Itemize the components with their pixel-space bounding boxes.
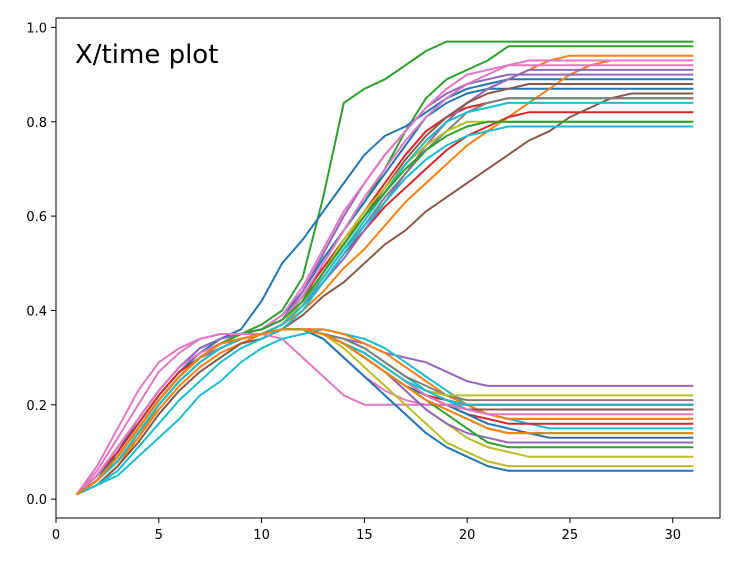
x-tick-label: 5 <box>155 528 163 543</box>
y-tick-label: 0.4 <box>26 304 47 319</box>
chart-title: X/time plot <box>75 40 218 70</box>
x-tick-label: 25 <box>562 528 579 543</box>
series-line-17 <box>76 125 694 496</box>
x-axis: 0 5 10 15 20 25 30 <box>52 518 681 543</box>
y-tick-label: 0.2 <box>26 399 47 414</box>
y-tick-label: 0.0 <box>26 493 47 508</box>
series-line-10 <box>76 68 694 496</box>
plot-frame <box>55 17 721 519</box>
series-line-7 <box>75 111 694 496</box>
x-tick-label: 15 <box>356 528 373 543</box>
x-tick-label: 30 <box>664 528 681 543</box>
series-layer <box>75 40 694 496</box>
series-line-13 <box>75 64 694 495</box>
y-tick-label: 1.0 <box>26 21 47 36</box>
series-line-40 <box>76 328 694 496</box>
x-tick-label: 0 <box>52 528 60 543</box>
series-line-8 <box>76 97 694 496</box>
y-axis: 0.0 0.2 0.4 0.6 0.8 1.0 <box>26 21 56 508</box>
y-tick-label: 0.6 <box>26 210 47 225</box>
series-line-18 <box>76 101 694 496</box>
y-tick-label: 0.8 <box>26 116 47 131</box>
x-tick-label: 20 <box>459 528 476 543</box>
series-line-11 <box>76 92 694 496</box>
x-tick-label: 10 <box>253 528 270 543</box>
series-line-9 <box>75 73 694 496</box>
series-line-15 <box>76 97 694 496</box>
series-line-1 <box>75 40 694 496</box>
